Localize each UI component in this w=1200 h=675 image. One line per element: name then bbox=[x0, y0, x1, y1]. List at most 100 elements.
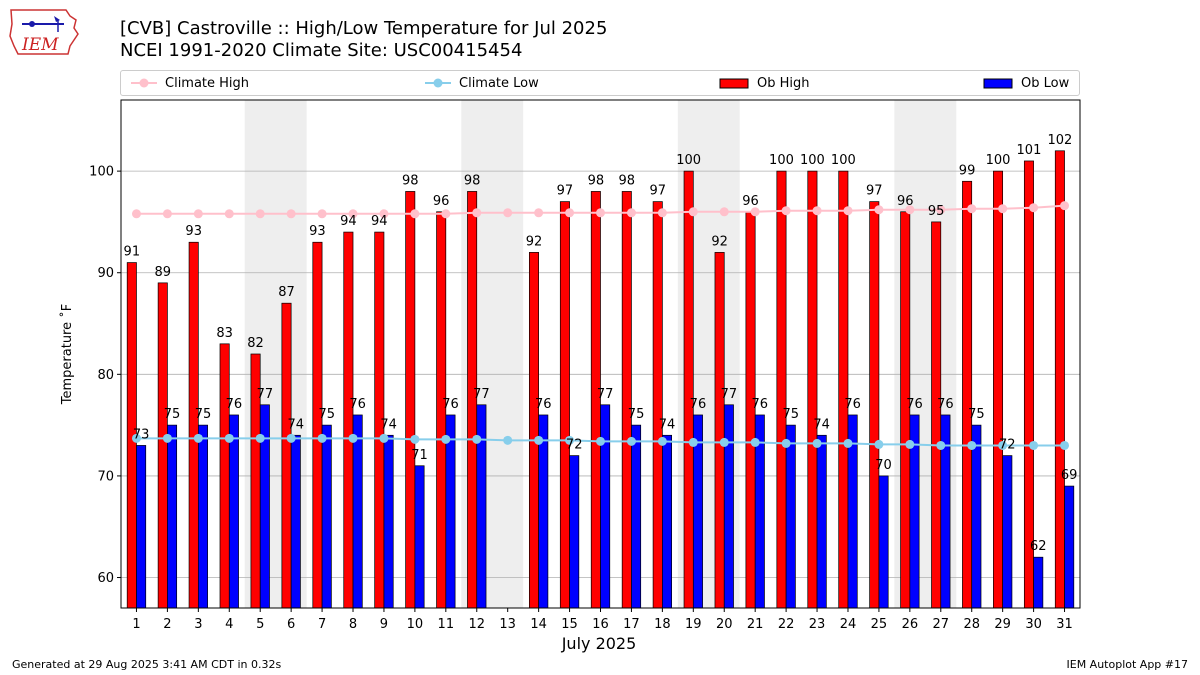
x-tick-label: 1 bbox=[132, 617, 140, 632]
label-ob-low: 77 bbox=[473, 387, 490, 402]
bar-ob-high bbox=[528, 252, 539, 609]
bar-ob-low bbox=[1002, 455, 1013, 609]
bar-ob-low bbox=[971, 424, 982, 609]
label-ob-high: 96 bbox=[433, 194, 450, 209]
label-ob-high: 93 bbox=[309, 224, 326, 239]
label-ob-high: 91 bbox=[124, 245, 141, 260]
x-tick-label: 30 bbox=[1025, 617, 1042, 632]
climate-low-point bbox=[224, 433, 234, 443]
climate-high-point bbox=[565, 208, 575, 218]
label-ob-low: 74 bbox=[380, 417, 397, 432]
climate-low-point bbox=[565, 435, 575, 445]
label-ob-high: 93 bbox=[185, 224, 202, 239]
label-ob-high: 100 bbox=[831, 153, 856, 168]
climate-low-point bbox=[286, 433, 296, 443]
label-ob-low: 76 bbox=[937, 397, 954, 412]
bar-ob-high bbox=[312, 241, 323, 609]
y-tick-label: 100 bbox=[89, 165, 114, 180]
climate-low-point bbox=[626, 436, 636, 446]
x-tick-label: 4 bbox=[225, 617, 233, 632]
climate-low-point bbox=[812, 438, 822, 448]
bar-ob-high bbox=[157, 282, 168, 609]
bar-ob-high bbox=[343, 231, 354, 609]
climate-high-point bbox=[843, 206, 853, 216]
climate-high-point bbox=[162, 209, 172, 219]
climate-low-point bbox=[503, 435, 513, 445]
climate-low-point bbox=[936, 440, 946, 450]
y-tick-label: 90 bbox=[97, 266, 114, 281]
climate-high-point bbox=[286, 209, 296, 219]
x-tick-label: 13 bbox=[499, 617, 516, 632]
bar-ob-high bbox=[776, 170, 787, 609]
label-ob-high: 96 bbox=[897, 194, 914, 209]
legend-item-climate-high: Climate High bbox=[131, 71, 249, 95]
climate-high-point bbox=[874, 205, 884, 215]
label-ob-low: 76 bbox=[349, 397, 366, 412]
x-tick-label: 16 bbox=[592, 617, 609, 632]
climate-low-point bbox=[596, 436, 605, 446]
label-ob-low: 76 bbox=[690, 397, 707, 412]
label-ob-high: 98 bbox=[619, 173, 636, 188]
y-axis-label: Temperature ˚F bbox=[59, 304, 75, 405]
bar-ob-low bbox=[816, 434, 827, 609]
label-ob-low: 71 bbox=[411, 448, 428, 463]
label-ob-high: 83 bbox=[216, 326, 233, 341]
x-tick-label: 17 bbox=[623, 617, 640, 632]
bar-ob-low bbox=[197, 424, 208, 609]
x-tick-label: 18 bbox=[654, 617, 671, 632]
climate-low-point bbox=[998, 440, 1008, 450]
label-ob-low: 76 bbox=[442, 397, 459, 412]
x-tick-label: 24 bbox=[840, 617, 857, 632]
x-tick-label: 10 bbox=[407, 617, 424, 632]
legend-item-ob-low: Ob Low bbox=[983, 71, 1069, 95]
label-ob-high: 98 bbox=[402, 173, 419, 188]
bar-ob-low bbox=[878, 475, 889, 609]
climate-high-point bbox=[719, 207, 729, 217]
label-ob-low: 69 bbox=[1061, 468, 1078, 483]
x-tick-label: 28 bbox=[963, 617, 980, 632]
climate-low-point bbox=[657, 436, 667, 446]
y-tick-label: 80 bbox=[97, 368, 114, 383]
label-ob-low: 74 bbox=[659, 417, 676, 432]
bar-ob-low bbox=[785, 424, 796, 609]
label-ob-low: 73 bbox=[133, 427, 150, 442]
bar-ob-low bbox=[662, 434, 673, 609]
bar-ob-low bbox=[383, 434, 394, 609]
label-ob-high: 97 bbox=[866, 184, 883, 199]
y-tick-label: 60 bbox=[97, 571, 114, 586]
label-ob-low: 76 bbox=[752, 397, 769, 412]
bar-ob-low bbox=[321, 424, 332, 609]
climate-high-point bbox=[317, 209, 327, 219]
climate-high-point bbox=[224, 209, 234, 219]
climate-high-point bbox=[967, 204, 977, 214]
bar-ob-high bbox=[993, 170, 1004, 609]
label-ob-high: 87 bbox=[278, 285, 295, 300]
climate-high-point bbox=[348, 209, 358, 219]
x-tick-label: 15 bbox=[561, 617, 578, 632]
label-ob-low: 75 bbox=[164, 407, 181, 422]
x-tick-label: 23 bbox=[809, 617, 826, 632]
bar-ob-low bbox=[631, 424, 642, 609]
label-ob-high: 95 bbox=[928, 204, 945, 219]
bar-ob-low bbox=[723, 404, 734, 609]
legend-swatch-climate-high bbox=[131, 78, 157, 88]
climate-high-point bbox=[131, 209, 141, 219]
x-tick-label: 22 bbox=[778, 617, 795, 632]
chart-subtitle: NCEI 1991-2020 Climate Site: USC00415454 bbox=[120, 40, 523, 61]
climate-low-point bbox=[905, 439, 915, 449]
label-ob-high: 102 bbox=[1047, 133, 1072, 148]
climate-high-point bbox=[688, 207, 698, 217]
climate-high-point bbox=[1060, 201, 1070, 211]
x-tick-label: 6 bbox=[287, 617, 295, 632]
bar-ob-high bbox=[1054, 150, 1065, 609]
label-ob-low: 74 bbox=[288, 417, 305, 432]
climate-low-point bbox=[410, 434, 420, 444]
bar-ob-low bbox=[600, 404, 611, 609]
bar-ob-high bbox=[714, 252, 725, 609]
label-ob-high: 97 bbox=[557, 184, 574, 199]
chart-title: [CVB] Castroville :: High/Low Temperatur… bbox=[120, 18, 608, 39]
label-ob-low: 76 bbox=[844, 397, 861, 412]
legend-label-climate-low: Climate Low bbox=[459, 75, 539, 91]
bar-ob-low bbox=[352, 414, 363, 609]
climate-low-point bbox=[874, 439, 884, 449]
